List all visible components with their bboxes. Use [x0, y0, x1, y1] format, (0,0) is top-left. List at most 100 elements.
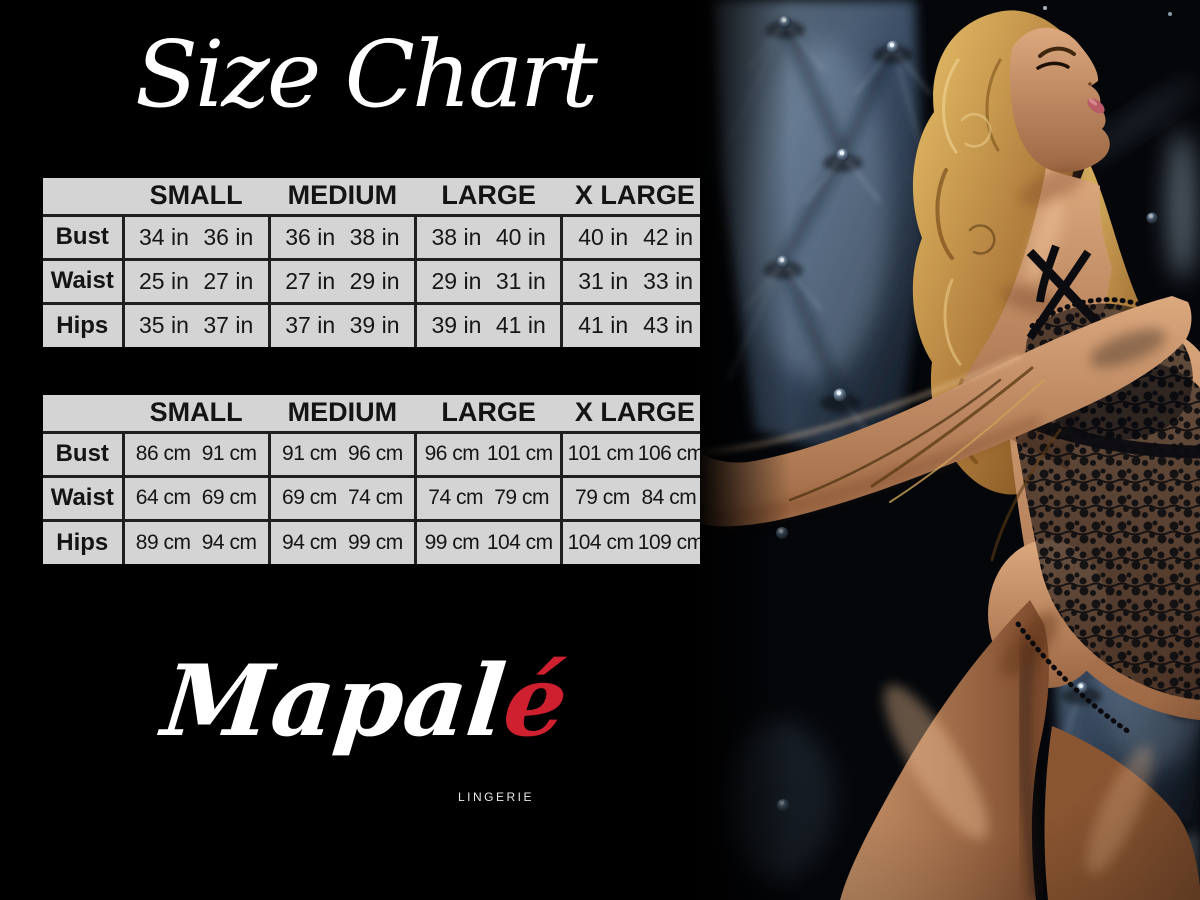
size-cell: 86 cm 91 cm [121, 430, 270, 476]
measurement-value: 104 cm [486, 530, 553, 554]
size-cell: 91 cm 96 cm [267, 430, 416, 476]
measurement-value: 31 in [578, 267, 629, 294]
measurement-value: 104 cm [567, 530, 634, 554]
table-row-waist: Waist 25 in 27 in 27 in 29 in 29 in 31 i… [43, 257, 708, 303]
size-cell: 41 in 43 in [560, 301, 708, 347]
measurement-value: 96 cm [348, 442, 403, 465]
measurement-value: 94 cm [282, 530, 337, 554]
measurement-value: 109 cm [637, 530, 704, 554]
measurement-value: 84 cm [641, 486, 697, 509]
size-cell: 89 cm 94 cm [121, 518, 270, 564]
col-header-large: LARGE [441, 180, 536, 211]
measurement-value: 69 cm [201, 486, 257, 509]
size-cell: 69 cm 74 cm [267, 474, 416, 520]
measurement-value: 69 cm [282, 486, 337, 509]
brand-wordmark-main: Mapal [157, 644, 511, 759]
measurement-value: 106 cm [637, 442, 704, 465]
measurement-value: 94 cm [201, 530, 257, 554]
measurement-value: 36 in [203, 223, 254, 250]
measurement-value: 29 in [431, 267, 482, 294]
size-cell: 27 in 29 in [267, 257, 416, 303]
measurement-value: 34 in [139, 223, 189, 250]
corner-cell [43, 395, 123, 432]
size-cell: 74 cm 79 cm [413, 474, 562, 520]
size-cell: 104 cm 109 cm [560, 518, 708, 564]
row-label: Bust [43, 213, 123, 259]
measurement-value: 41 in [495, 312, 546, 339]
measurement-value: 33 in [643, 267, 693, 294]
table-row-hips: Hips 89 cm 94 cm 94 cm 99 cm 99 cm 104 c… [43, 518, 708, 564]
measurement-value: 41 in [578, 312, 629, 339]
measurement-value: 99 cm [424, 530, 480, 554]
measurement-value: 101 cm [486, 442, 553, 465]
col-header-xlarge: X LARGE [574, 397, 695, 428]
measurement-value: 39 in [349, 312, 400, 339]
measurement-value: 35 in [139, 312, 189, 339]
row-label: Waist [43, 474, 123, 520]
size-cell: 39 in 41 in [413, 301, 562, 347]
header-row: SMALL MEDIUM LARGE X LARGE [43, 178, 708, 215]
table-row-waist: Waist 64 cm 69 cm 69 cm 74 cm 74 cm 79 c… [43, 474, 708, 520]
brand-tagline: LINGERIE [457, 790, 534, 804]
measurement-value: 89 cm [135, 530, 191, 554]
measurement-value: 27 in [203, 267, 254, 294]
model-photo [700, 0, 1200, 900]
size-cell: 38 in 40 in [413, 213, 562, 259]
measurement-value: 27 in [285, 267, 336, 294]
size-cell: 36 in 38 in [267, 213, 416, 259]
measurement-value: 86 cm [135, 442, 191, 465]
col-header-medium: MEDIUM [287, 180, 398, 211]
row-label: Waist [43, 257, 123, 303]
measurement-value: 43 in [643, 312, 693, 339]
brand-logo: Mapalé LINGERIE [150, 644, 580, 816]
size-cell: 79 cm 84 cm [560, 474, 708, 520]
col-header-xlarge: X LARGE [574, 180, 695, 211]
col-header-small: SMALL [149, 180, 243, 211]
measurement-value: 36 in [285, 223, 336, 250]
row-label: Bust [43, 430, 123, 476]
measurement-value: 79 cm [494, 486, 549, 509]
measurement-value: 74 cm [348, 486, 403, 509]
page-title: Size Chart [134, 21, 598, 128]
table-row-bust: Bust 34 in 36 in 36 in 38 in 38 in 40 in… [43, 213, 708, 259]
brand-wordmark: Mapalé [144, 644, 586, 759]
size-cell: 34 in 36 in [121, 213, 270, 259]
size-cell: 40 in 42 in [560, 213, 708, 259]
measurement-value: 91 cm [282, 442, 337, 465]
brand-wordmark-accent: é [498, 644, 573, 759]
measurement-value: 29 in [349, 267, 400, 294]
size-cell: 94 cm 99 cm [267, 518, 416, 564]
photo-vignette [700, 0, 1200, 900]
measurement-value: 42 in [643, 223, 693, 250]
measurement-value: 96 cm [424, 442, 480, 465]
measurement-value: 40 in [495, 223, 546, 250]
corner-cell [43, 178, 123, 215]
measurement-value: 99 cm [348, 530, 403, 554]
measurement-value: 38 in [349, 223, 400, 250]
measurement-value: 37 in [203, 312, 254, 339]
measurement-value: 64 cm [135, 486, 191, 509]
measurement-value: 31 in [495, 267, 546, 294]
row-label: Hips [43, 301, 123, 347]
size-cell: 29 in 31 in [413, 257, 562, 303]
measurement-value: 101 cm [567, 442, 634, 465]
table-row-bust: Bust 86 cm 91 cm 91 cm 96 cm 96 cm 101 c… [43, 430, 708, 476]
size-cell: 31 in 33 in [560, 257, 708, 303]
size-cell: 35 in 37 in [121, 301, 270, 347]
measurement-value: 40 in [578, 223, 629, 250]
measurement-value: 37 in [285, 312, 336, 339]
size-cell: 99 cm 104 cm [413, 518, 562, 564]
col-header-large: LARGE [441, 397, 536, 428]
size-cell: 37 in 39 in [267, 301, 416, 347]
measurement-value: 38 in [431, 223, 482, 250]
size-cell: 64 cm 69 cm [121, 474, 270, 520]
table-row-hips: Hips 35 in 37 in 37 in 39 in 39 in 41 in… [43, 301, 708, 347]
measurement-value: 79 cm [575, 486, 630, 509]
measurement-value: 25 in [139, 267, 189, 294]
measurement-value: 91 cm [201, 442, 257, 465]
header-row: SMALL MEDIUM LARGE X LARGE [43, 395, 708, 432]
size-cell: 101 cm 106 cm [560, 430, 708, 476]
col-header-medium: MEDIUM [287, 397, 398, 428]
size-cell: 96 cm 101 cm [413, 430, 562, 476]
